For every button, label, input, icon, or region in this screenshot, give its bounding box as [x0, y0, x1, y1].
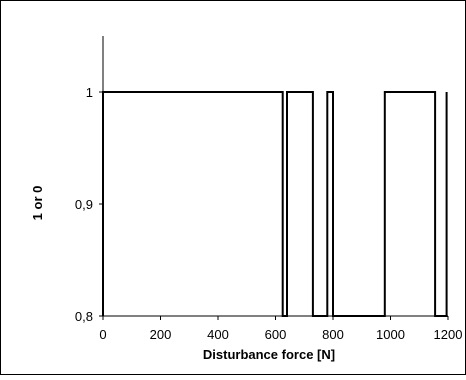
y-tick-label: 0,8: [75, 309, 93, 324]
series-layer: [102, 91, 448, 317]
x-tick-label: 200: [150, 327, 172, 342]
x-axis-title: Disturbance force [N]: [203, 347, 335, 362]
x-tick-label: 600: [265, 327, 287, 342]
y-tick-labels: 0,8 0,9 1: [75, 85, 93, 324]
x-tick-labels: 0 200 400 600 800 1000 1200: [99, 327, 462, 342]
series-line: [102, 91, 448, 317]
x-tick-label: 0: [99, 327, 106, 342]
x-tick-label: 400: [207, 327, 229, 342]
x-tick-label: 1200: [434, 327, 463, 342]
x-tick-label: 1000: [376, 327, 405, 342]
y-tick-label: 0,9: [75, 197, 93, 212]
y-axis-title: 1 or 0: [30, 186, 45, 221]
x-tick-label: 800: [322, 327, 344, 342]
y-tick-label: 1: [86, 85, 93, 100]
